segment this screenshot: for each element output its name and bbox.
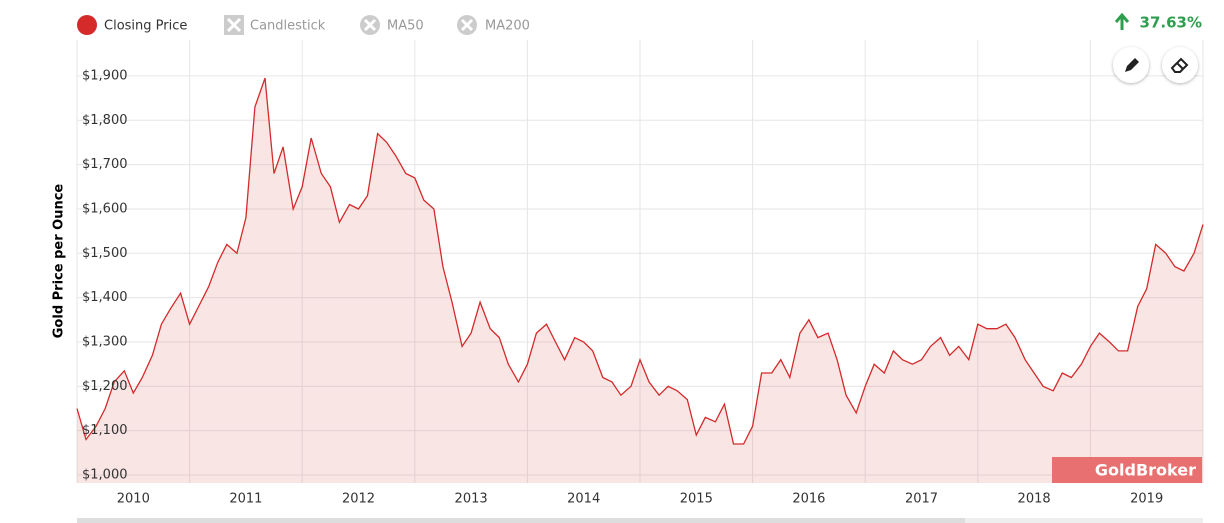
up-arrow <box>1114 12 1130 30</box>
legend-marker[interactable] <box>77 15 97 35</box>
y-tick-label: $1,800 <box>82 113 128 128</box>
x-tick-label: 2012 <box>342 492 375 507</box>
x-tick-label: 2011 <box>229 492 262 507</box>
y-tick-label: $1,900 <box>82 68 128 83</box>
plot-area: $1,000 $1,100 $1,200 $1,300 $1,400 $1,500 $1,6… <box>76 40 1204 507</box>
line <box>76 77 1204 445</box>
y-tick-label: $1,100 <box>82 423 128 438</box>
draw-button[interactable] <box>1113 47 1149 83</box>
legend-disabled-icon[interactable] <box>457 15 477 35</box>
area <box>77 78 1203 483</box>
x-tick-label: 2016 <box>792 492 825 507</box>
legend-label[interactable]: MA200 <box>485 19 530 34</box>
x-tick-label: 2018 <box>1018 492 1051 507</box>
legend-label[interactable]: MA50 <box>387 19 424 34</box>
scrollbar-thumb[interactable] <box>77 518 965 523</box>
watermark: GoldBroker <box>1095 461 1196 480</box>
legend-disabled-icon[interactable] <box>360 15 380 35</box>
legend-label[interactable]: Closing Price <box>104 19 187 34</box>
erase-button[interactable] <box>1162 47 1198 83</box>
x-tick-label: 2015 <box>680 492 713 507</box>
x-tick-label: 2019 <box>1130 492 1163 507</box>
change-label: 37.63% <box>1140 14 1202 32</box>
watermark-box <box>1052 457 1202 483</box>
legend-label[interactable]: Candlestick <box>250 19 326 34</box>
x-tick-label: 2017 <box>905 492 938 507</box>
y-axis-title: Gold Price per Ounce <box>52 184 67 339</box>
y-tick-label: $1,500 <box>82 246 128 261</box>
x-tick-label: 2010 <box>117 492 150 507</box>
y-tick-label: $1,400 <box>82 290 128 305</box>
y-tick-label: $1,000 <box>82 468 128 483</box>
y-tick-label: $1,600 <box>82 201 128 216</box>
x-tick-label: 2013 <box>455 492 488 507</box>
y-tick-label: $1,300 <box>82 334 128 349</box>
y-tick-label: $1,200 <box>82 379 128 394</box>
x-tick-label: 2014 <box>567 492 600 507</box>
legend-disabled-icon[interactable] <box>224 15 244 35</box>
y-tick-label: $1,700 <box>82 157 128 172</box>
